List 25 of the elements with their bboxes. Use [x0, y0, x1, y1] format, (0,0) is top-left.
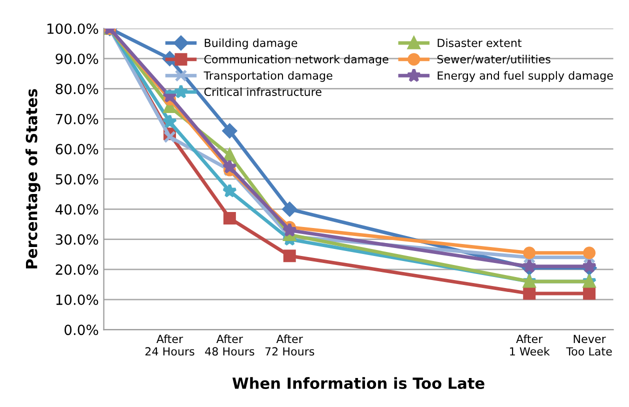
x-axis-title: When Information is Too Late — [232, 377, 484, 389]
legend-label: Building damage — [204, 38, 298, 50]
x-tick-label: After 24 Hours — [145, 334, 194, 356]
y-tick-label: 40.0% — [55, 204, 98, 215]
y-tick-label: 50.0% — [56, 174, 98, 185]
x-tick-label: Never Too Late — [566, 334, 612, 356]
y-tick-label: 70.0% — [56, 114, 98, 124]
legend-label: Transportation damage — [204, 71, 332, 82]
y-tick-label: 100.0% — [47, 23, 98, 34]
legend-label: Communication network damage — [204, 54, 388, 66]
x-tick-label: After 72 Hours — [265, 334, 314, 356]
x-tick-label: After 1 Week — [510, 334, 550, 356]
legend-label: Disaster extent — [438, 38, 522, 48]
x-tick-label: After 48 Hours — [205, 334, 254, 356]
y-tick-label: 20.0% — [56, 264, 98, 275]
legend-label: Sewer/water/utilities — [437, 54, 550, 64]
y-tick-label: 30.0% — [56, 234, 98, 245]
y-tick-label: 90.0% — [56, 54, 98, 64]
y-tick-label: 80.0% — [56, 84, 98, 94]
y-tick-label: 10.0% — [56, 294, 98, 306]
legend-label: Critical infrastructure — [204, 87, 322, 96]
y-tick-label: 0.0% — [64, 324, 98, 336]
legend-label: Energy and fuel supply damage — [438, 71, 613, 82]
y-axis-title: Percentage of States — [26, 89, 40, 268]
y-tick-label: 60.0% — [56, 144, 98, 154]
